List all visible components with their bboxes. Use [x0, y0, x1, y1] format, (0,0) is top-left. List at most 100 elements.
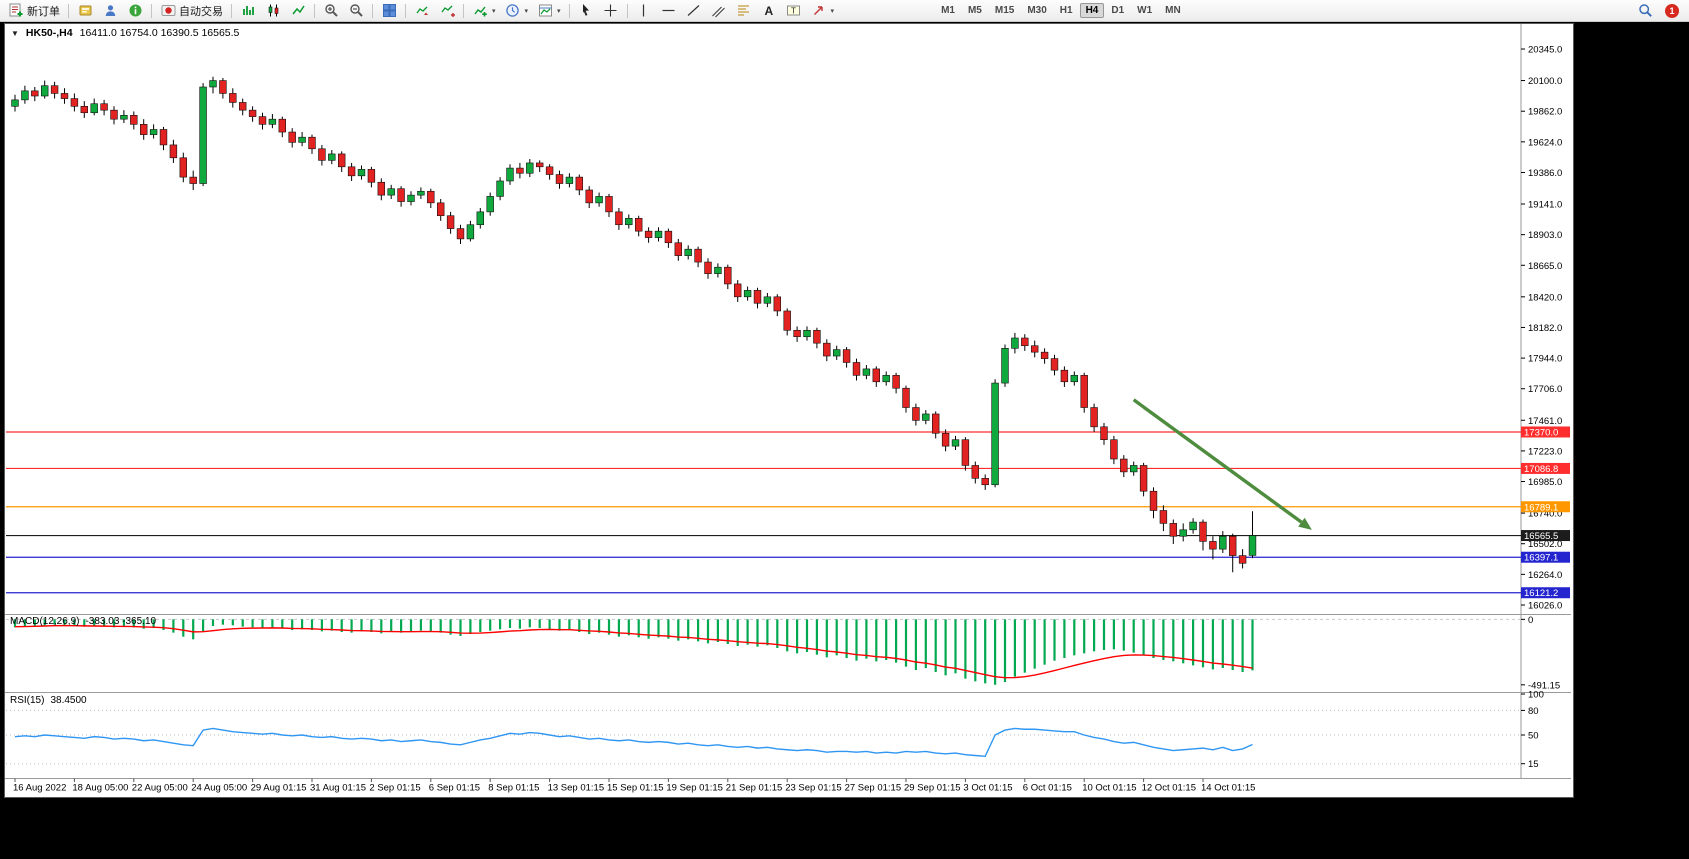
- bar-chart-icon: [240, 3, 256, 19]
- timeframe-w1[interactable]: W1: [1131, 3, 1158, 18]
- templates-icon: [537, 3, 553, 19]
- svg-text:16740.0: 16740.0: [1528, 509, 1562, 520]
- text-label-button[interactable]: T: [782, 1, 806, 20]
- text-button[interactable]: A: [757, 1, 781, 20]
- timeframe-mn[interactable]: MN: [1159, 3, 1187, 18]
- candles-layer: [11, 76, 1257, 573]
- panel-separators: [5, 24, 1571, 779]
- svg-text:10 Oct 01:15: 10 Oct 01:15: [1082, 783, 1136, 794]
- timeframe-m30[interactable]: M30: [1021, 3, 1052, 18]
- arrow-object-icon: [811, 3, 827, 19]
- cursor-arrow-icon: [578, 3, 594, 19]
- tile-windows-button[interactable]: [377, 1, 401, 20]
- svg-text:21 Sep 01:15: 21 Sep 01:15: [726, 783, 783, 794]
- bar-chart-button[interactable]: [236, 1, 260, 20]
- svg-text:2 Sep 01:15: 2 Sep 01:15: [369, 783, 420, 794]
- svg-text:16026.0: 16026.0: [1528, 600, 1562, 611]
- line-chart-button[interactable]: [286, 1, 310, 20]
- timeframe-h1[interactable]: H1: [1054, 3, 1079, 18]
- candlestick-chart-button[interactable]: [261, 1, 285, 20]
- vertical-line-icon: [636, 3, 652, 19]
- timeframe-m1[interactable]: M1: [935, 3, 961, 18]
- channel-button[interactable]: [707, 1, 731, 20]
- clock-icon: [505, 3, 521, 19]
- navigator-button[interactable]: [98, 1, 122, 20]
- zoom-out-button[interactable]: [344, 1, 368, 20]
- svg-text:18420.0: 18420.0: [1528, 292, 1562, 303]
- autotrading-button[interactable]: 自动交易: [156, 1, 227, 20]
- fibonacci-button[interactable]: [732, 1, 756, 20]
- svg-text:6 Oct 01:15: 6 Oct 01:15: [1023, 783, 1072, 794]
- chart-canvas[interactable]: 20345.0 20100.0 19862.0 19624.0 19386.0 19141…: [5, 24, 1571, 795]
- svg-text:17086.8: 17086.8: [1524, 464, 1558, 475]
- vertical-line-button[interactable]: [632, 1, 656, 20]
- indicators-button[interactable]: ▾: [468, 1, 500, 20]
- dropdown-arrow-icon: ▾: [524, 7, 529, 15]
- chart-window[interactable]: 20345.0 20100.0 19862.0 19624.0 19386.0 19141…: [4, 23, 1574, 798]
- rsi-indicator-label: RSI(15) 38.4500: [10, 695, 87, 706]
- timeframe-m5[interactable]: M5: [962, 3, 988, 18]
- notification-badge[interactable]: 1: [1665, 3, 1679, 18]
- svg-text:80: 80: [1528, 706, 1539, 717]
- svg-text:14 Oct 01:15: 14 Oct 01:15: [1201, 783, 1255, 794]
- arrows-button[interactable]: ▾: [807, 1, 839, 20]
- chart-ohlc: 16411.0 16754.0 16390.5 16565.5: [79, 27, 240, 39]
- cursor-button[interactable]: [574, 1, 598, 20]
- separator: [405, 3, 406, 18]
- timeframe-d1[interactable]: D1: [1105, 3, 1130, 18]
- svg-text:100: 100: [1528, 690, 1544, 701]
- separator: [151, 3, 152, 18]
- svg-text:16264.0: 16264.0: [1528, 570, 1562, 581]
- crosshair-icon: [603, 3, 619, 19]
- svg-text:17944.0: 17944.0: [1528, 354, 1562, 365]
- level-lines: [6, 431, 1521, 594]
- search-button[interactable]: [1633, 1, 1657, 20]
- price-tags: 17370.0 17086.8 16789.1 16565.5 16397.1 16121…: [1521, 426, 1570, 599]
- new-order-icon: [8, 3, 24, 19]
- line-chart-icon: [290, 3, 306, 19]
- chart-shift-icon: [439, 3, 455, 19]
- crosshair-button[interactable]: [599, 1, 623, 20]
- svg-text:15: 15: [1528, 759, 1539, 770]
- zoom-in-icon: [323, 3, 339, 19]
- auto-scroll-icon: [414, 3, 430, 19]
- toolbar-right: 1: [1633, 1, 1685, 20]
- svg-text:29 Aug 01:15: 29 Aug 01:15: [251, 783, 307, 794]
- svg-text:19862.0: 19862.0: [1528, 107, 1562, 118]
- data-window-button[interactable]: [123, 1, 147, 20]
- time-axis: 16 Aug 2022 18 Aug 05:00 22 Aug 05:00 24 Au…: [13, 778, 1255, 794]
- chart-shift-button[interactable]: [435, 1, 459, 20]
- horizontal-line-icon: [661, 3, 677, 19]
- separator: [231, 3, 232, 18]
- dropdown-arrow-icon: ▾: [557, 7, 561, 15]
- separator: [626, 3, 628, 18]
- timeframe-m15[interactable]: M15: [989, 3, 1020, 18]
- trendline-button[interactable]: [682, 1, 706, 20]
- strategy-tester-button[interactable]: [73, 1, 97, 20]
- auto-scroll-button[interactable]: [410, 1, 434, 20]
- indicators-icon: [472, 3, 488, 19]
- svg-text:19141.0: 19141.0: [1528, 200, 1562, 211]
- svg-text:19 Sep 01:15: 19 Sep 01:15: [666, 783, 723, 794]
- separator: [68, 3, 69, 18]
- macd-axis: 0 -491.15: [6, 615, 1560, 691]
- svg-text:17223.0: 17223.0: [1528, 446, 1562, 457]
- zoom-in-button[interactable]: [319, 1, 343, 20]
- macd-indicator-label: MACD(12,26,9) -383.03 -365.10: [10, 616, 156, 627]
- svg-text:3 Oct 01:15: 3 Oct 01:15: [963, 783, 1012, 794]
- rsi-value: 38.4500: [50, 695, 87, 706]
- svg-text:-491.15: -491.15: [1528, 680, 1560, 691]
- new-order-button[interactable]: 新订单: [4, 1, 64, 20]
- candlestick-chart-icon: [265, 3, 281, 19]
- templates-button[interactable]: ▾: [533, 1, 565, 20]
- svg-text:20345.0: 20345.0: [1528, 45, 1562, 56]
- svg-text:31 Aug 01:15: 31 Aug 01:15: [310, 783, 366, 794]
- timeframe-h4[interactable]: H4: [1079, 3, 1105, 18]
- horizontal-line-button[interactable]: [657, 1, 681, 20]
- collapse-icon[interactable]: ▼: [11, 28, 19, 38]
- svg-text:15 Sep 01:15: 15 Sep 01:15: [607, 783, 664, 794]
- periods-button[interactable]: ▾: [501, 1, 533, 20]
- rsi-panel: [14, 727, 1253, 758]
- timeframe-group: M1 M5 M15 M30 H1 H4 D1 W1 MN: [935, 3, 1187, 18]
- chart-symbol-period: HK50-,H4: [25, 27, 73, 39]
